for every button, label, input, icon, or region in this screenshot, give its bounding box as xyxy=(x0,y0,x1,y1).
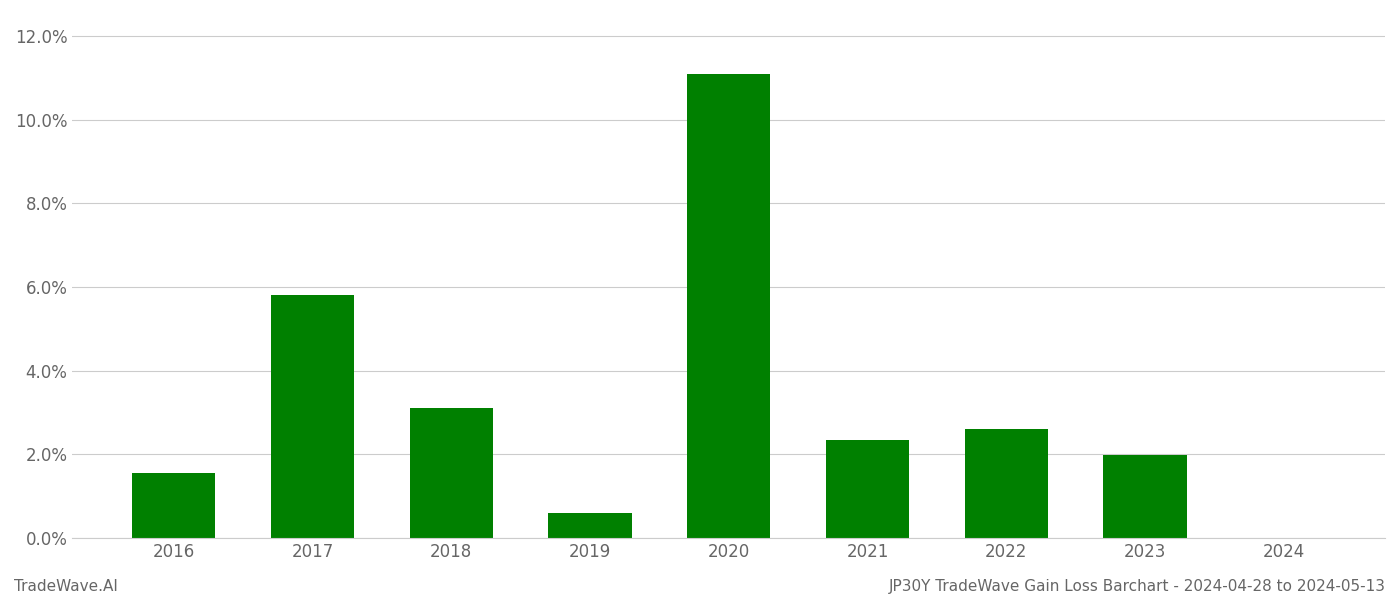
Bar xyxy=(410,409,493,538)
Bar xyxy=(826,440,909,538)
Text: TradeWave.AI: TradeWave.AI xyxy=(14,579,118,594)
Bar xyxy=(687,74,770,538)
Text: JP30Y TradeWave Gain Loss Barchart - 2024-04-28 to 2024-05-13: JP30Y TradeWave Gain Loss Barchart - 202… xyxy=(889,579,1386,594)
Bar xyxy=(965,430,1047,538)
Bar xyxy=(132,473,216,538)
Bar xyxy=(549,513,631,538)
Bar xyxy=(1103,455,1187,538)
Bar xyxy=(270,295,354,538)
